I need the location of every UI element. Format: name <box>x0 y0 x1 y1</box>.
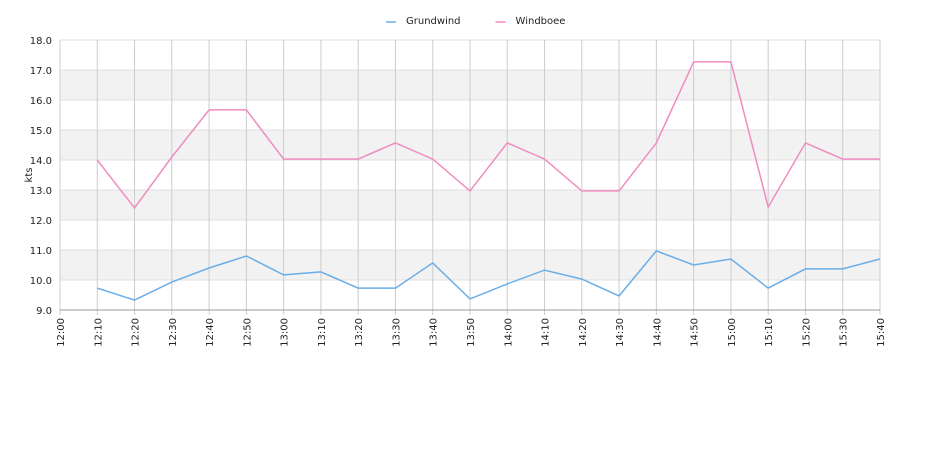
x-tick-label: 13:10 <box>317 318 328 347</box>
x-tick-label: 12:40 <box>205 318 216 347</box>
x-tick-label: 12:20 <box>131 318 142 347</box>
x-tick-label: 14:20 <box>578 318 589 347</box>
y-tick-label: 16.0 <box>30 96 52 107</box>
y-tick-label: 12.0 <box>30 216 52 227</box>
y-tick-label: 9.0 <box>36 306 52 317</box>
y-tick-label: 11.0 <box>30 246 52 257</box>
legend-label: Windboee <box>516 16 566 27</box>
x-tick-label: 13:50 <box>466 318 477 347</box>
y-tick-label: 18.0 <box>30 36 52 47</box>
x-tick-label: 12:30 <box>168 318 179 347</box>
x-tick-label: 14:10 <box>541 318 552 347</box>
y-axis-label: kts <box>24 168 35 183</box>
series-line <box>96 61 880 210</box>
x-tick-label: 14:00 <box>503 318 514 347</box>
x-tick-label: 13:40 <box>429 318 440 347</box>
x-tick-label: 13:20 <box>354 318 365 347</box>
x-tick-label: 15:30 <box>839 318 850 347</box>
x-tick-label: 12:00 <box>56 318 67 347</box>
y-tick-label: 15.0 <box>30 126 52 137</box>
x-tick-label: 14:40 <box>652 318 663 347</box>
x-tick-label: 15:40 <box>876 318 887 347</box>
series-line <box>97 250 881 301</box>
y-tick-label: 14.0 <box>30 156 52 167</box>
x-tick-label: 13:00 <box>280 318 291 347</box>
x-tick-label: 12:50 <box>242 318 253 347</box>
y-tick-label: 10.0 <box>30 276 52 287</box>
y-tick-label: 13.0 <box>30 186 52 197</box>
x-tick-label: 15:20 <box>801 318 812 347</box>
y-tick-label: 17.0 <box>30 66 52 77</box>
x-tick-label: 14:30 <box>615 318 626 347</box>
x-tick-label: 13:30 <box>391 318 402 347</box>
x-tick-label: 14:50 <box>690 318 701 347</box>
x-tick-label: 15:00 <box>727 318 738 347</box>
x-tick-label: 15:10 <box>764 318 775 347</box>
legend-label: Grundwind <box>406 16 461 27</box>
x-tick-label: 12:10 <box>93 318 104 347</box>
